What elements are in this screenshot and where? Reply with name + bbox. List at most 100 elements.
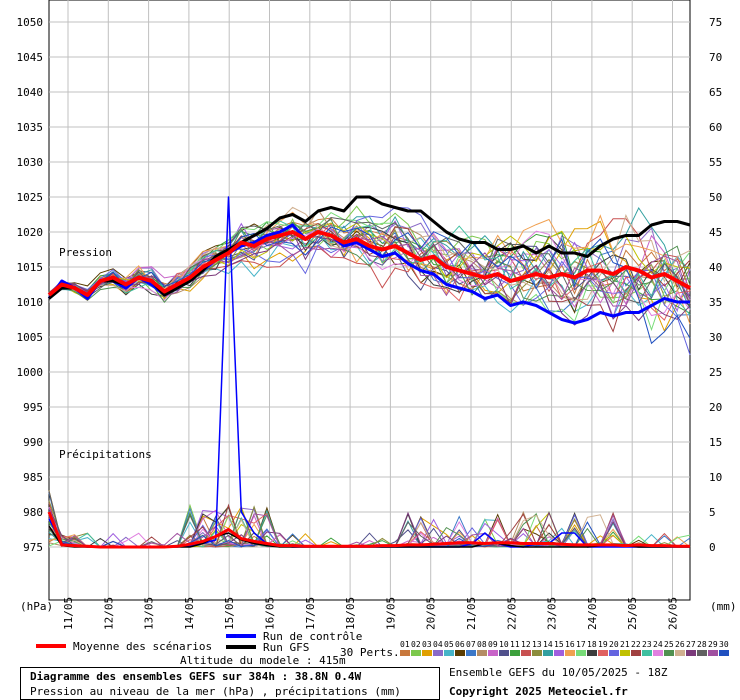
left-tick-label: 1035: [17, 121, 44, 134]
pert-swatch: [422, 650, 432, 656]
left-tick-label: 1050: [17, 16, 44, 29]
pert-swatch: [675, 650, 685, 656]
footer-title: Diagramme des ensembles GEFS sur 384h : …: [30, 670, 362, 683]
left-tick-label: 975: [23, 541, 43, 554]
right-tick-label: 45: [709, 226, 722, 239]
pert-number: 21: [620, 640, 630, 649]
pert-swatch: [565, 650, 575, 656]
pert-number: 07: [466, 640, 476, 649]
pert-swatch: [433, 650, 443, 656]
right-axis-unit: (mm): [710, 600, 737, 613]
right-tick-label: 60: [709, 121, 722, 134]
pert-number: 18: [587, 640, 597, 649]
legend-control-label: Run de contrôle: [263, 630, 362, 643]
right-tick-label: 5: [709, 506, 716, 519]
right-tick-label: 75: [709, 16, 722, 29]
pert-swatch: [576, 650, 586, 656]
pressure-member-line: [48, 226, 691, 345]
pert-number: 29: [708, 640, 718, 649]
left-tick-label: 1000: [17, 366, 44, 379]
right-tick-label: 15: [709, 436, 722, 449]
precip-series-0: [47, 511, 690, 549]
pert-number: 12: [521, 640, 531, 649]
pert-number: 23: [642, 640, 652, 649]
right-tick-label: 10: [709, 471, 722, 484]
right-tick-label: 20: [709, 401, 722, 414]
pert-swatch: [521, 650, 531, 656]
left-tick-label: 1045: [17, 51, 44, 64]
pert-number: 02: [411, 640, 421, 649]
x-tick-label: 12/05: [102, 597, 115, 630]
left-tick-label: 1030: [17, 156, 44, 169]
right-tick-label: 35: [709, 296, 722, 309]
pert-number: 09: [488, 640, 498, 649]
right-tick-label: 65: [709, 86, 722, 99]
pert-swatch: [620, 650, 630, 656]
legend-mean-label: Moyenne des scénarios: [73, 640, 212, 653]
x-tick-label: 17/05: [304, 597, 317, 630]
pert-swatch: [631, 650, 641, 656]
pressure-member-line: [48, 206, 691, 310]
pressure-panel-label: Pression: [59, 246, 112, 259]
x-axis-labels: 11/05 12/05 13/05 14/05 15/05 16/05 17/05 18/05…: [62, 597, 680, 630]
x-tick-label: 11/05: [62, 597, 75, 630]
pert-swatch: [477, 650, 487, 656]
pert-swatch: [499, 650, 509, 656]
pressure-series-0: [47, 230, 691, 297]
left-axis-unit: (hPa): [20, 600, 53, 613]
pert-swatch: [609, 650, 619, 656]
pressure-member-line: [48, 228, 691, 317]
pert-number: 03: [422, 640, 432, 649]
pert-number: 04: [433, 640, 443, 649]
x-tick-label: 21/05: [465, 597, 478, 630]
x-tick-label: 20/05: [425, 597, 438, 630]
pert-swatch: [400, 650, 410, 656]
main-series-lines: [47, 195, 691, 549]
pert-number: 28: [697, 640, 707, 649]
x-tick-label: 24/05: [586, 597, 599, 630]
run-info: Ensemble GEFS du 10/05/2025 - 18Z: [449, 666, 668, 679]
pert-swatch: [554, 650, 564, 656]
left-tick-label: 1010: [17, 296, 44, 309]
legend-gfs-label: Run GFS: [263, 641, 309, 654]
x-tick-label: 15/05: [223, 597, 236, 630]
pert-number: 13: [532, 640, 542, 649]
right-tick-label: 0: [709, 541, 716, 554]
left-tick-label: 1020: [17, 226, 44, 239]
pert-swatch: [653, 650, 663, 656]
pert-number: 15: [554, 640, 564, 649]
x-tick-label: 13/05: [143, 597, 156, 630]
footer-title-box: Diagramme des ensembles GEFS sur 384h : …: [20, 667, 440, 700]
left-tick-label: 1025: [17, 191, 44, 204]
left-tick-label: 1015: [17, 261, 44, 274]
pert-number: 22: [631, 640, 641, 649]
left-tick-label: 1005: [17, 331, 44, 344]
pert-swatch: [664, 650, 674, 656]
x-tick-label: 16/05: [264, 597, 277, 630]
perturbation-legend: 01 02 03 04 05 06 07 08 09 10 11 12 13 14 15 16 17 18 19 20…: [400, 640, 729, 656]
pert-number: 08: [477, 640, 487, 649]
pert-number: 26: [675, 640, 685, 649]
grid: [49, 0, 690, 600]
right-tick-label: 70: [709, 51, 722, 64]
pert-swatch: [686, 650, 696, 656]
right-tick-label: 30: [709, 331, 722, 344]
pert-number: 01: [400, 640, 410, 649]
pert-swatch: [708, 650, 718, 656]
copyright: Copyright 2025 Meteociel.fr: [449, 685, 628, 698]
footer-subtitle: Pression au niveau de la mer (hPa) , pré…: [30, 685, 401, 698]
pert-swatch: [642, 650, 652, 656]
left-tick-label: 985: [23, 471, 43, 484]
left-tick-label: 990: [23, 436, 43, 449]
left-axis-ticks: 1050 1045 1040 1035 1030 1025 1020 1015 1010 1005…: [17, 16, 44, 554]
pert-swatch: [455, 650, 465, 656]
pert-number: 20: [609, 640, 619, 649]
left-tick-label: 980: [23, 506, 43, 519]
pert-number: 30: [719, 640, 729, 649]
x-tick-label: 19/05: [384, 597, 397, 630]
left-tick-label: 995: [23, 401, 43, 414]
pert-swatch: [488, 650, 498, 656]
altitude-label: Altitude du modele : 415m: [180, 654, 346, 667]
right-tick-label: 40: [709, 261, 722, 274]
pert-swatch: [719, 650, 729, 656]
